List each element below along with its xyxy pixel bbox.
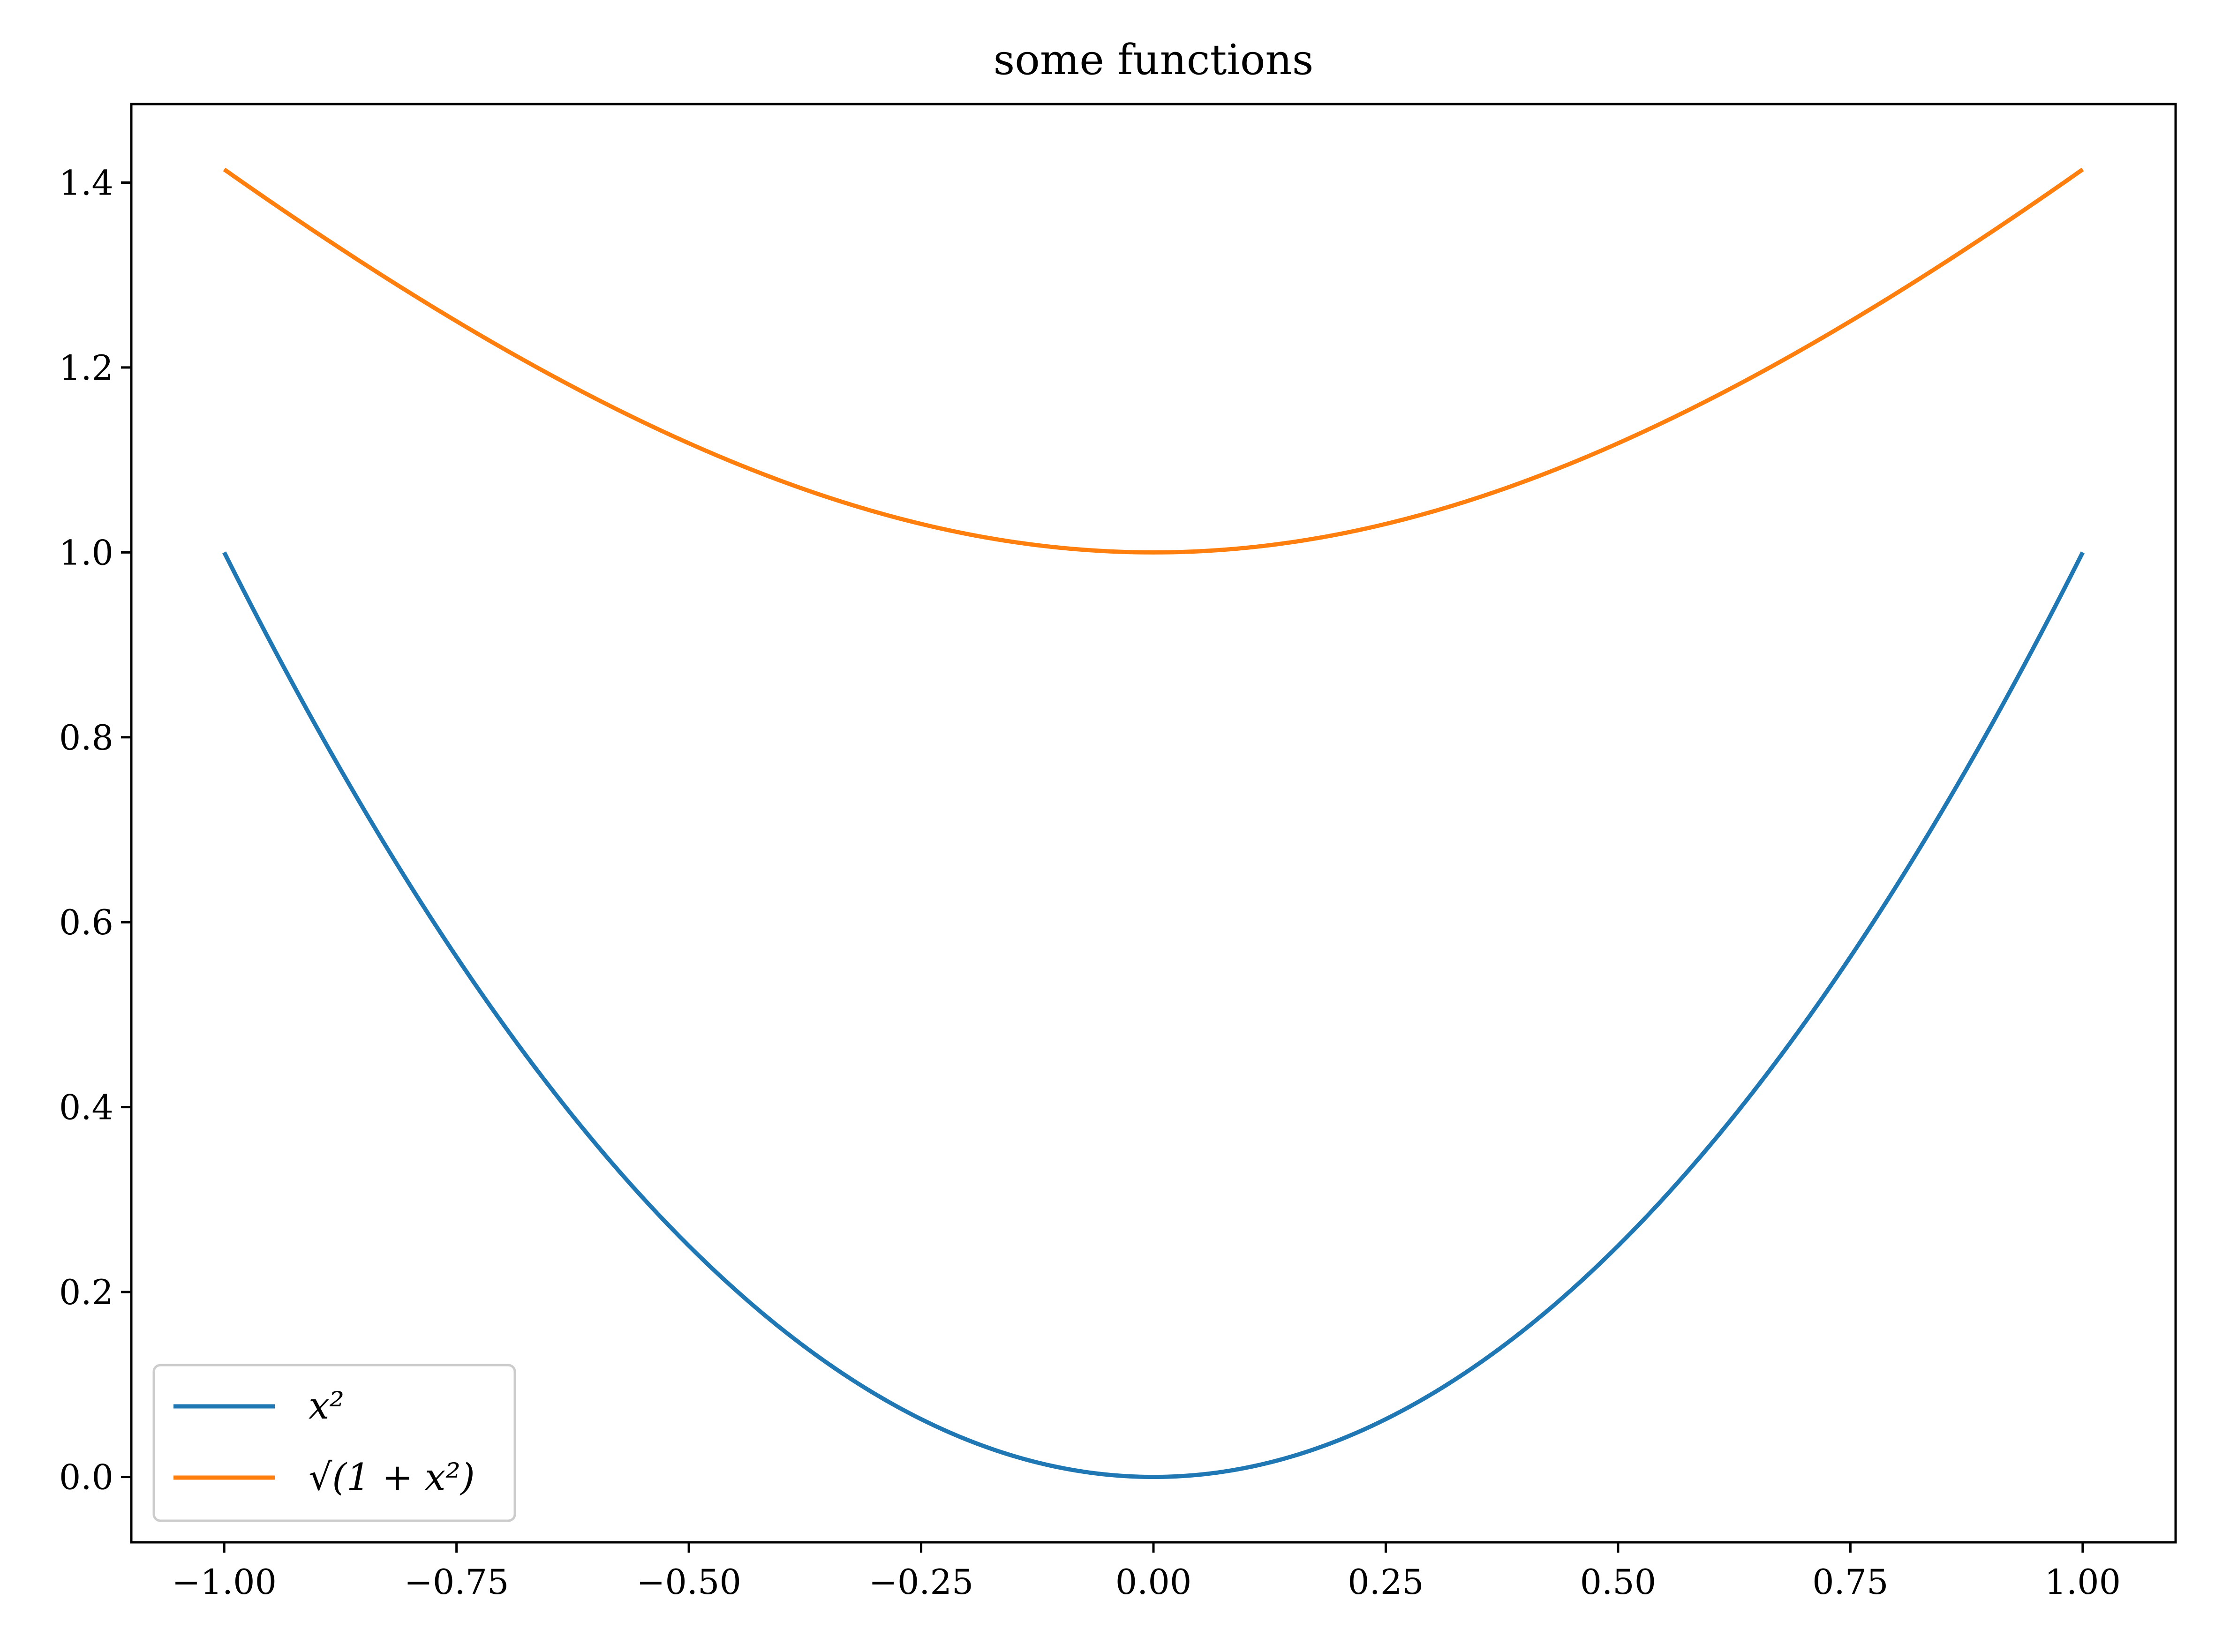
y-tick-label: 0.4 (59, 1088, 113, 1128)
legend: x² √(1 + x²) (152, 1364, 516, 1522)
legend-label-x-squared: x² (309, 1384, 344, 1427)
series-line-x-squared (222, 551, 2085, 1479)
legend-label-sqrt-one-plus-x-squared: √(1 + x²) (309, 1456, 475, 1499)
x-tick-label: 0.75 (1812, 1562, 1889, 1602)
y-tick-label: 0.6 (59, 903, 113, 943)
y-tick-label: 0.2 (59, 1273, 113, 1313)
legend-box (152, 1364, 516, 1522)
x-tick-label: 0.50 (1580, 1562, 1657, 1602)
x-tick-label: 1.00 (2045, 1562, 2121, 1602)
x-tick-label: −0.75 (404, 1562, 509, 1602)
plot-area-frame (130, 103, 2177, 1544)
y-tick-label: 1.2 (59, 348, 113, 388)
y-tick-label: 1.4 (59, 163, 113, 203)
y-tick-label: 0.8 (59, 718, 113, 758)
y-axis-ticks: 0.0 0.2 0.4 0.6 0.8 1.0 1.2 1.4 (59, 163, 131, 1498)
x-tick-label: −0.50 (636, 1562, 741, 1602)
x-tick-label: −0.25 (869, 1562, 974, 1602)
y-tick-label: 1.0 (59, 533, 113, 573)
y-tick-label: 0.0 (59, 1458, 113, 1498)
x-tick-label: −1.00 (172, 1562, 277, 1602)
chart-title: some functions (994, 35, 1314, 84)
x-tick-label: 0.25 (1348, 1562, 1424, 1602)
x-tick-label: 0.00 (1115, 1562, 1192, 1602)
series-layer (222, 167, 2085, 1479)
x-axis-ticks: −1.00 −0.75 −0.50 −0.25 0.00 0.25 0.50 0.75 1.00 (172, 1542, 2121, 1602)
series-line-sqrt-one-plus-x-squared (223, 167, 2084, 555)
